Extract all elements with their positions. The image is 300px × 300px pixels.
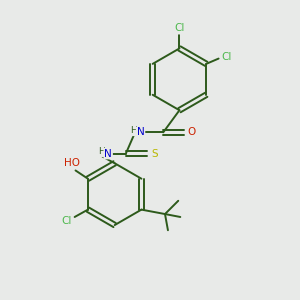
Text: O: O [188, 127, 196, 137]
Text: H: H [130, 126, 137, 135]
Text: N: N [104, 148, 112, 158]
Text: Cl: Cl [61, 216, 72, 226]
Text: S: S [151, 148, 158, 158]
Text: HO: HO [64, 158, 80, 167]
Text: Cl: Cl [221, 52, 231, 61]
Text: Cl: Cl [174, 23, 184, 33]
Text: N: N [137, 127, 145, 137]
Text: H: H [98, 147, 105, 156]
